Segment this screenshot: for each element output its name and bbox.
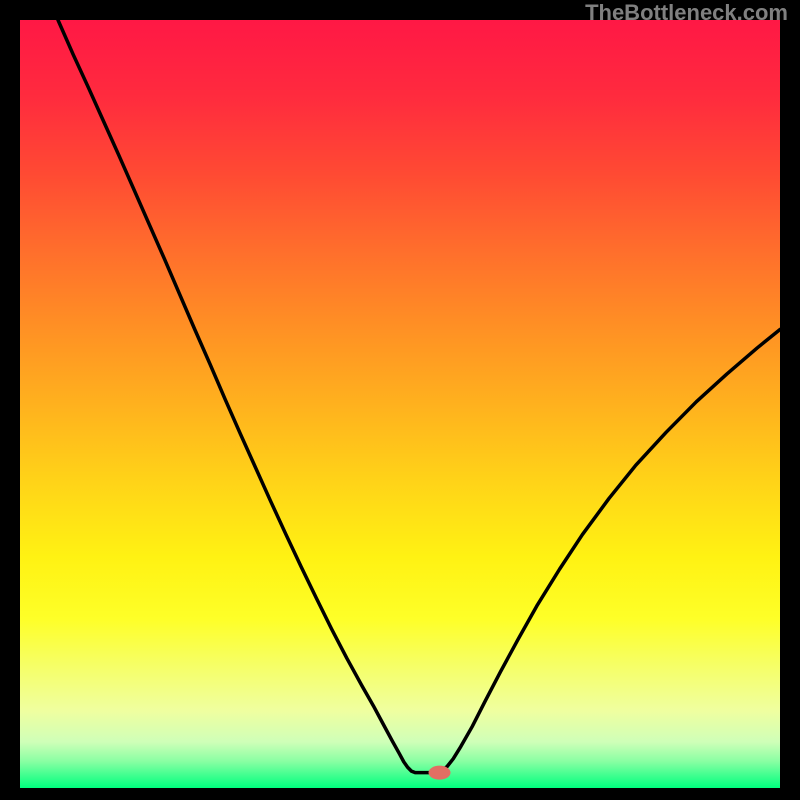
gradient-background [20,20,780,788]
watermark-text: TheBottleneck.com [585,0,788,26]
bottleneck-curve-chart [20,20,780,788]
chart-container: TheBottleneck.com [0,0,800,800]
optimal-point-marker [429,766,451,780]
